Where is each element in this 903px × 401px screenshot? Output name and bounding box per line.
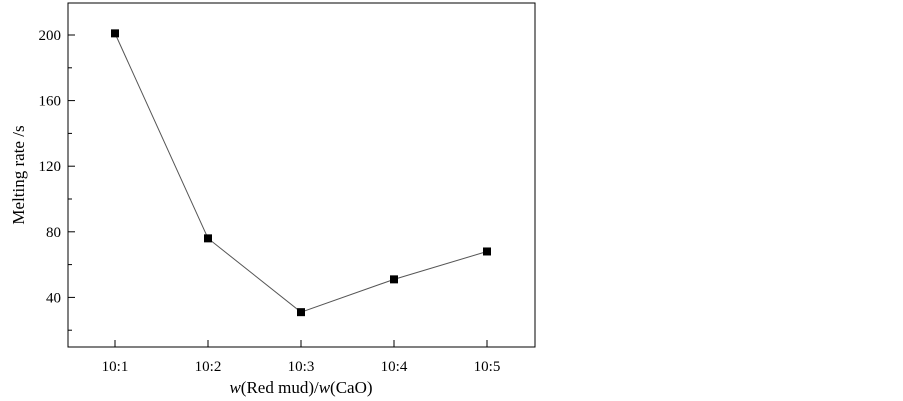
- x-tick-label: 10:5: [474, 359, 501, 375]
- x-axis-title: w(Red mud)/w(CaO): [229, 378, 372, 397]
- data-point: [297, 308, 305, 317]
- y-tick-label: 200: [39, 28, 62, 44]
- data-point: [204, 234, 212, 243]
- plot-frame: [67, 2, 536, 348]
- x-tick-label: 10:2: [195, 359, 222, 375]
- x-tick-label: 10:4: [381, 359, 408, 375]
- data-point: [111, 29, 119, 38]
- data-point: [390, 275, 398, 284]
- series-line: [114, 33, 488, 313]
- y-tick-label: 80: [46, 225, 61, 241]
- y-tick-label: 160: [39, 94, 62, 110]
- x-tick-label: 10:1: [102, 359, 129, 375]
- x-axis-ticks: 10:1 10:2 10:3 10:4 10:5: [102, 340, 501, 375]
- y-axis-ticks: 40 80 120 160 200: [39, 28, 75, 331]
- y-tick-label: 40: [46, 290, 61, 306]
- data-point: [483, 247, 491, 256]
- y-tick-label: 120: [39, 159, 62, 175]
- series-layer: [111, 29, 491, 317]
- x-tick-label: 10:3: [288, 359, 315, 375]
- y-axis-title: Melting rate /s: [9, 125, 28, 224]
